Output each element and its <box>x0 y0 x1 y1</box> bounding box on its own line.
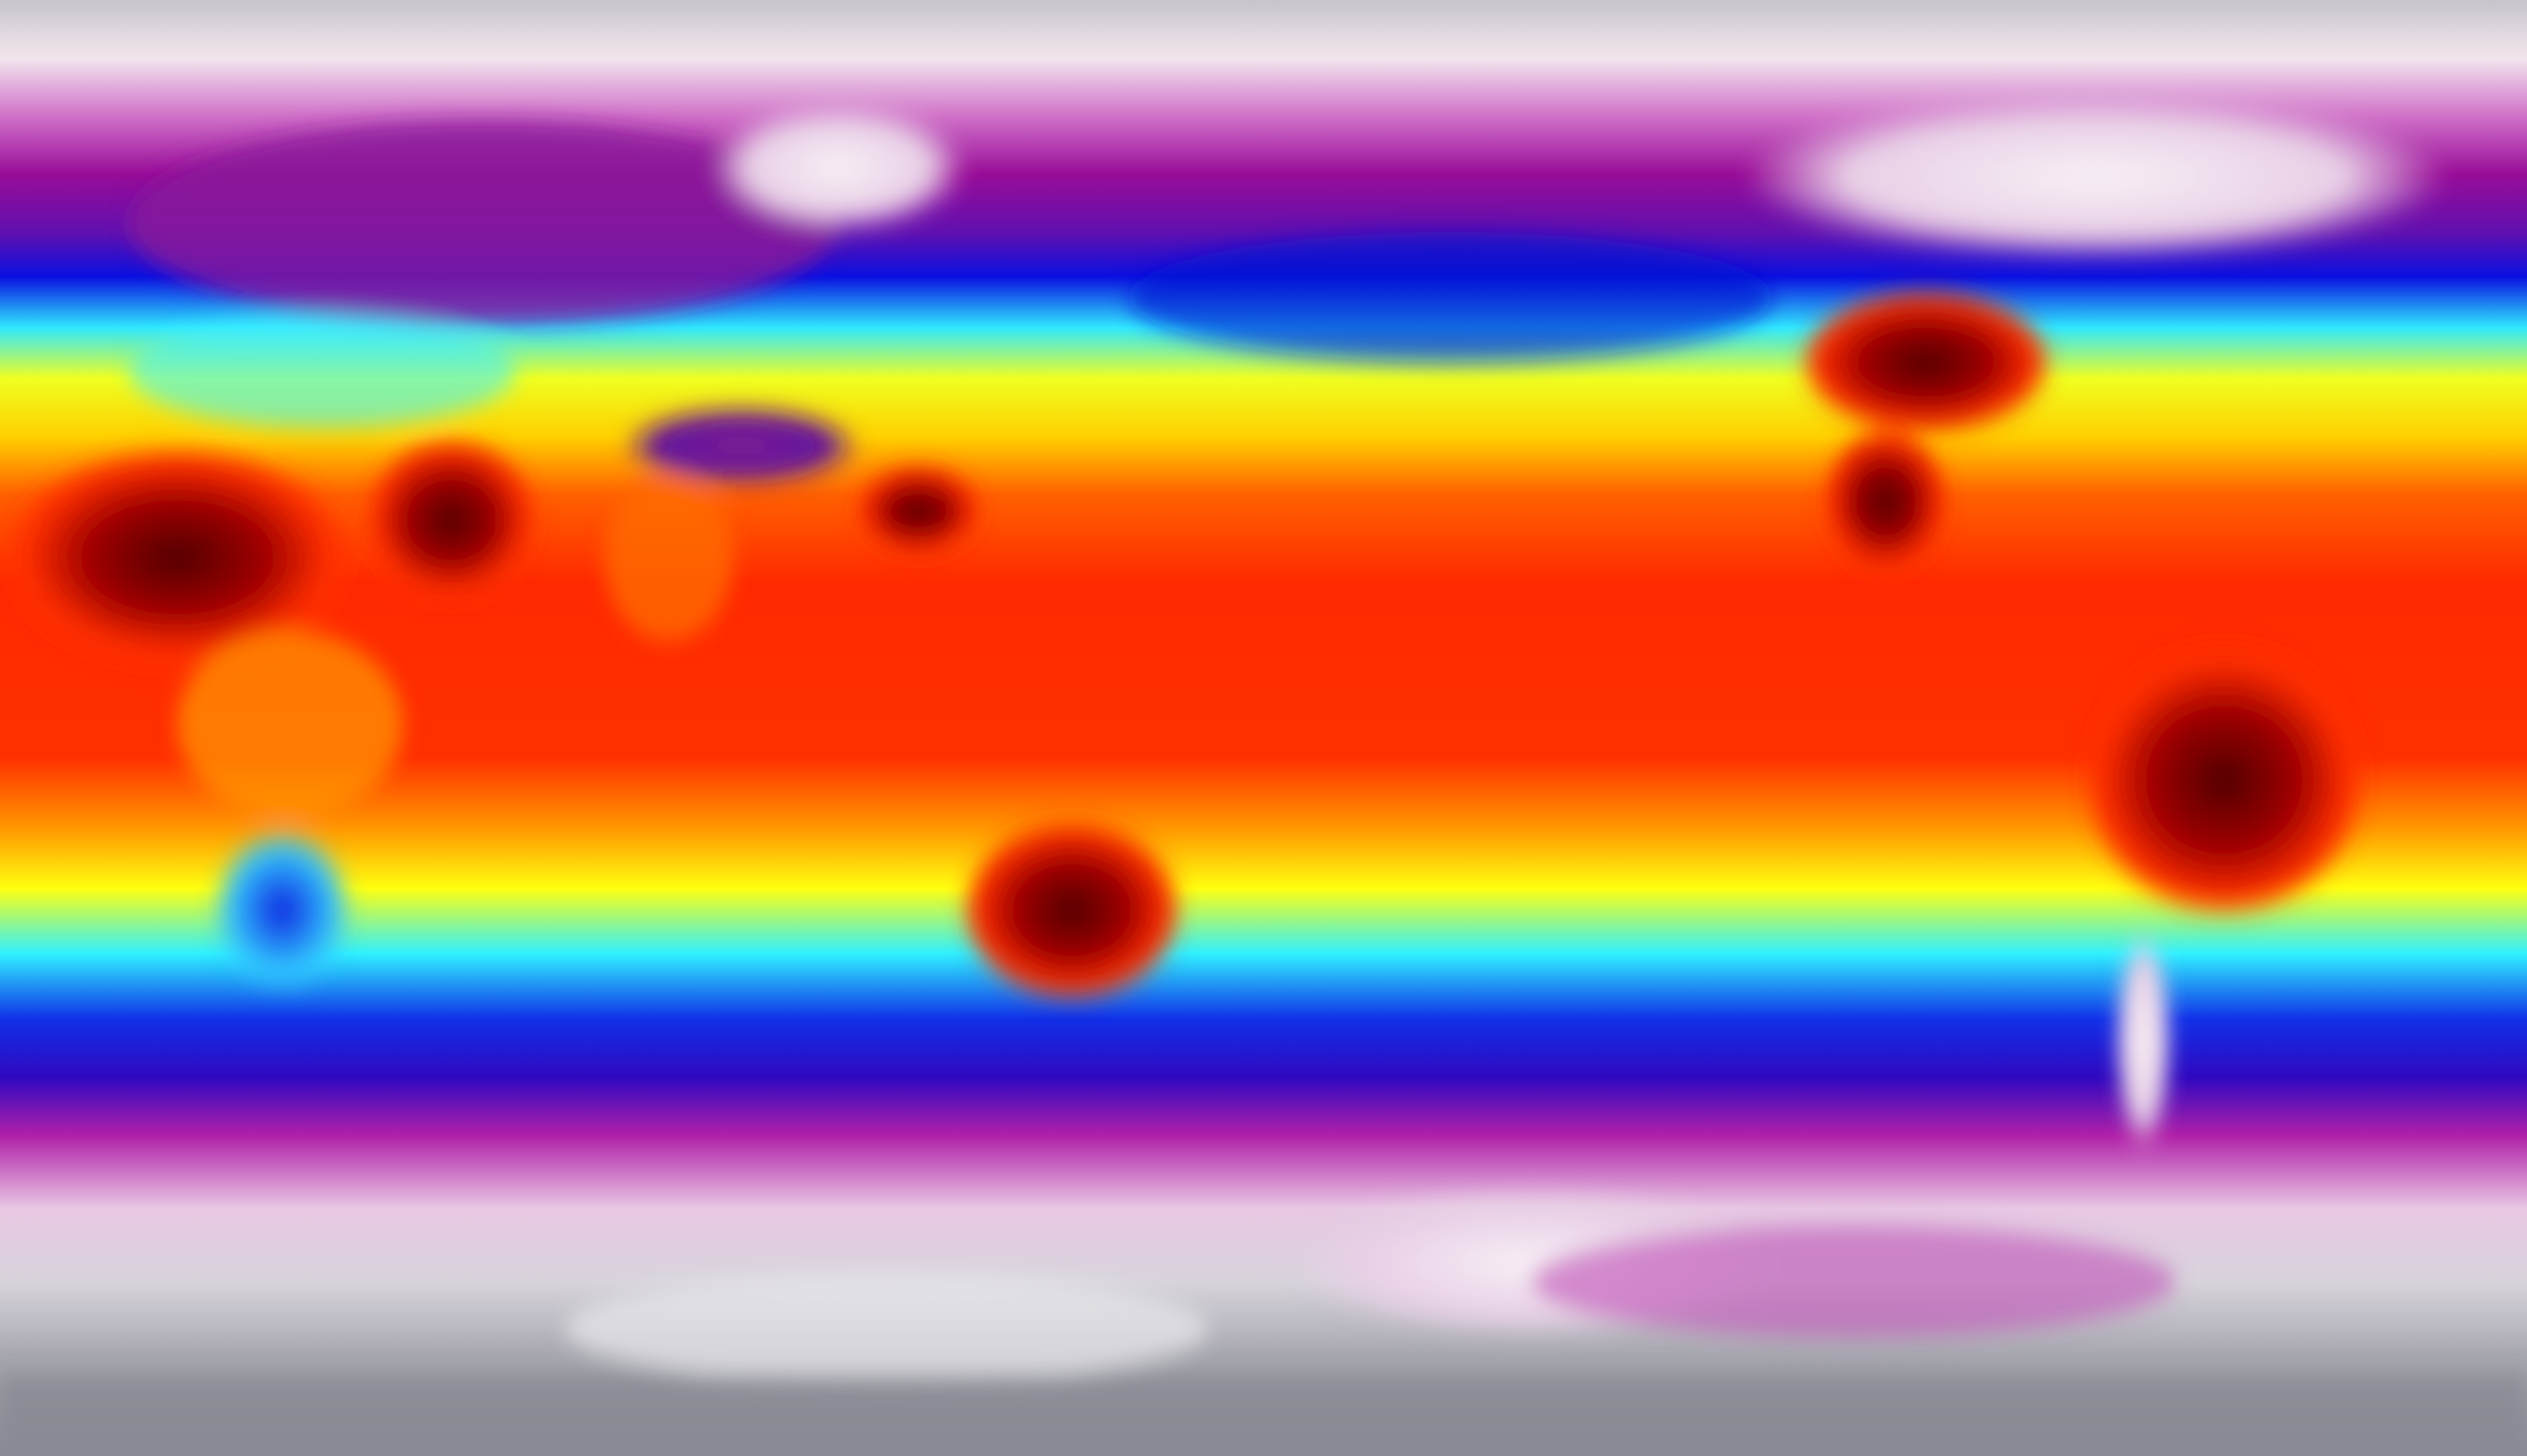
africa <box>0 445 355 669</box>
arctic-canada <box>1740 92 2450 260</box>
siberia-cold <box>129 120 838 325</box>
pacific-blue <box>1128 232 1773 362</box>
antarctica <box>0 1374 2527 1456</box>
antarctica-pink <box>1531 1226 2176 1337</box>
antarctica-bright <box>564 1272 1209 1384</box>
central-america <box>1821 427 1950 576</box>
andes <box>2114 928 2173 1152</box>
india <box>604 474 733 641</box>
southern-africa <box>209 826 355 994</box>
north-america <box>1797 288 2055 437</box>
australia <box>959 817 1185 1003</box>
south-america <box>2079 640 2369 919</box>
arabia <box>362 436 540 604</box>
europe <box>129 315 516 428</box>
central-africa <box>177 631 403 817</box>
southeast-asia <box>854 464 984 557</box>
greenland <box>709 102 967 232</box>
tibet <box>620 405 862 487</box>
